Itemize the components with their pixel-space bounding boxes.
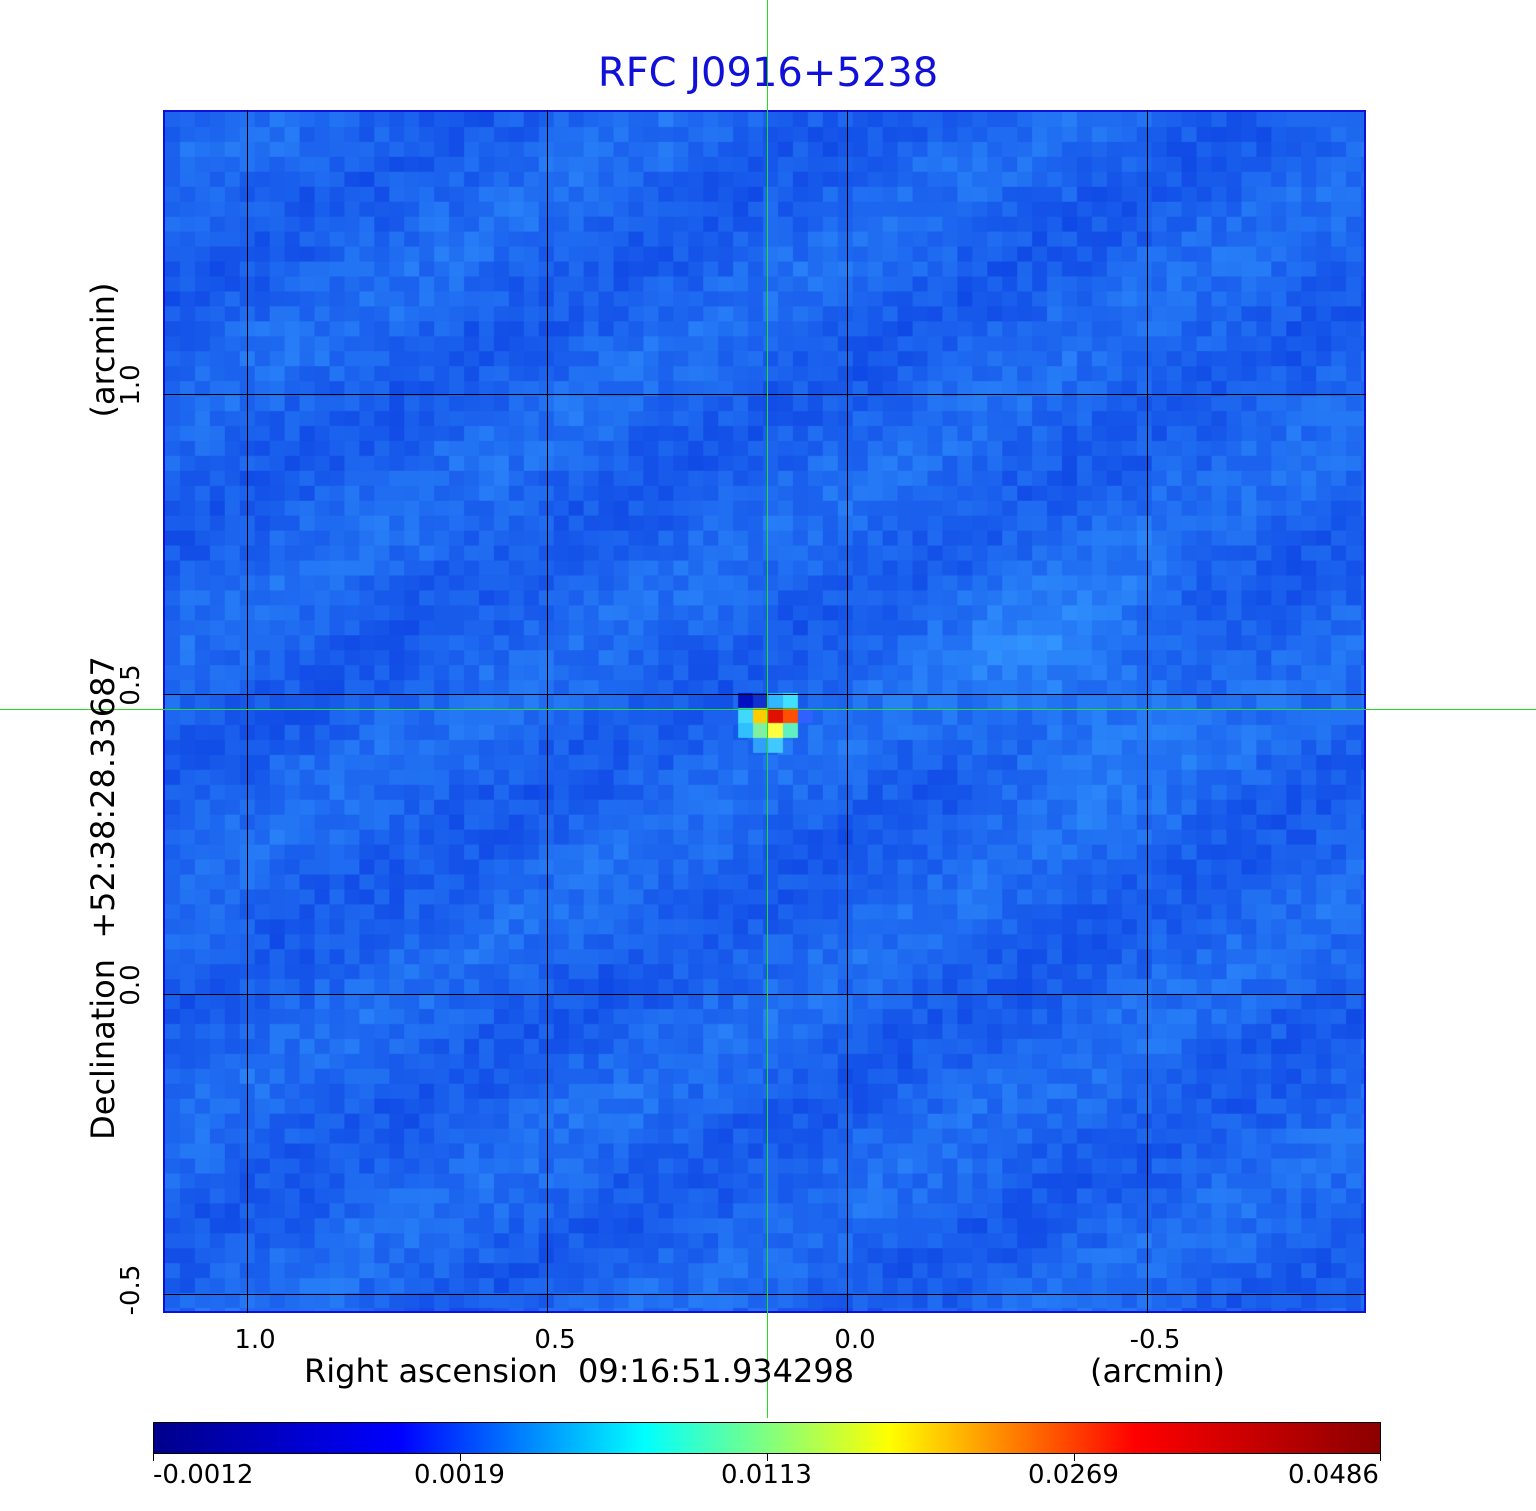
colorbar-tick <box>460 1453 461 1461</box>
y-axis-label: Declination +52:38:28.33687 <box>84 656 122 1140</box>
grid-line-ra-0.0 <box>847 110 848 1313</box>
x-axis-unit: (arcmin) <box>1090 1352 1225 1390</box>
colorbar-tick <box>1074 1453 1075 1461</box>
x-tick-label: 1.0 <box>234 1325 276 1355</box>
x-tick-label: 0.0 <box>834 1325 876 1355</box>
x-tick-label: 0.5 <box>534 1325 576 1355</box>
x-tick-label: -0.5 <box>1129 1325 1181 1355</box>
colorbar-tick <box>153 1453 154 1461</box>
grid-line-ra-minus-0.5 <box>1147 110 1148 1313</box>
plot-title: RFC J0916+5238 <box>597 50 939 96</box>
y-tick-label: -0.5 <box>116 1264 146 1316</box>
colorbar-label: 0.0269 <box>1028 1460 1119 1490</box>
radio-image-panel <box>163 110 1366 1313</box>
crosshair-horizontal <box>0 709 1536 710</box>
colorbar-label: 0.0019 <box>414 1460 505 1490</box>
grid-line-ra-0.5 <box>547 110 548 1313</box>
colorbar-tick <box>1380 1453 1381 1461</box>
y-axis-unit: (arcmin) <box>84 282 122 418</box>
grid-line-ra-1.0 <box>247 110 248 1313</box>
grid-line-dec-0.0 <box>163 994 1366 995</box>
radio-intensity-map <box>165 112 1364 1311</box>
grid-line-dec-0.5 <box>163 694 1366 695</box>
colorbar-label: -0.0012 <box>153 1460 254 1490</box>
colorbar-label: 0.0486 <box>1288 1460 1379 1490</box>
grid-line-dec-1.0 <box>163 394 1366 395</box>
grid-line-dec-minus-0.5 <box>163 1294 1366 1295</box>
colorbar <box>153 1422 1381 1454</box>
colorbar-tick <box>767 1453 768 1461</box>
x-axis-label: Right ascension 09:16:51.934298 <box>304 1352 855 1390</box>
colorbar-label: 0.0113 <box>721 1460 812 1490</box>
